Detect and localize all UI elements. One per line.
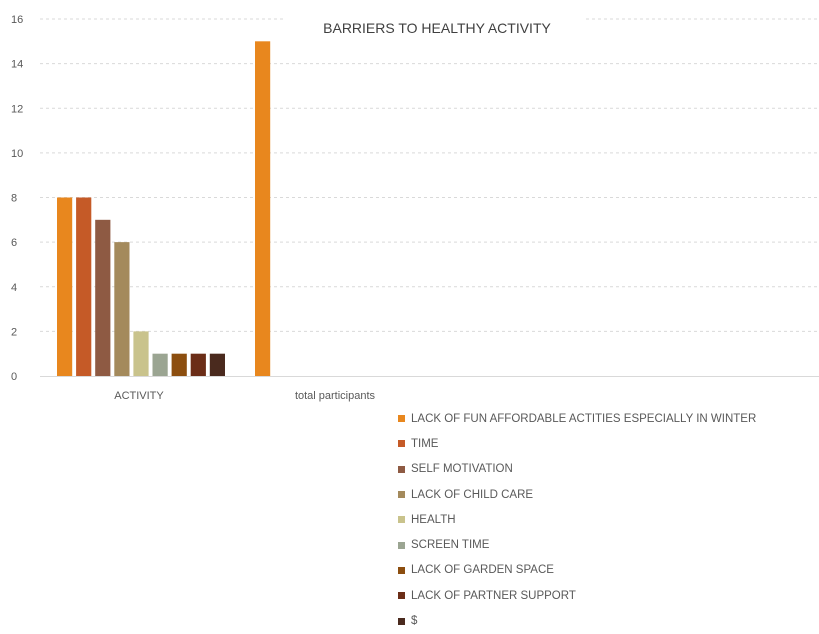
x-tick-label: ACTIVITY bbox=[114, 390, 164, 402]
legend-item: SCREEN TIME bbox=[398, 532, 756, 557]
bar bbox=[171, 353, 187, 376]
y-tick-label: 10 bbox=[11, 148, 23, 160]
bar bbox=[133, 331, 149, 376]
y-tick-label: 4 bbox=[11, 282, 17, 294]
bar bbox=[57, 197, 73, 376]
bar bbox=[255, 41, 271, 376]
legend-item: LACK OF PARTNER SUPPORT bbox=[398, 583, 756, 608]
legend-label: SCREEN TIME bbox=[411, 539, 490, 552]
legend-label: LACK OF PARTNER SUPPORT bbox=[411, 589, 576, 602]
bar bbox=[152, 353, 168, 376]
legend-label: HEALTH bbox=[411, 513, 456, 526]
legend-swatch bbox=[398, 465, 405, 473]
legend: LACK OF FUN AFFORDABLE ACTITIES ESPECIAL… bbox=[398, 406, 756, 634]
y-tick-label: 0 bbox=[11, 371, 17, 383]
legend-swatch bbox=[398, 491, 405, 499]
chart-title-background bbox=[286, 11, 586, 35]
legend-label: LACK OF CHILD CARE bbox=[411, 488, 534, 501]
legend-swatch bbox=[398, 440, 405, 448]
legend-swatch bbox=[398, 516, 405, 524]
bar bbox=[95, 219, 111, 376]
y-tick-label: 8 bbox=[11, 193, 17, 205]
y-tick-label: 2 bbox=[11, 326, 17, 338]
legend-item: LACK OF FUN AFFORDABLE ACTITIES ESPECIAL… bbox=[398, 406, 756, 431]
legend-item: $ bbox=[398, 608, 756, 633]
chart-title: BARRIERS TO HEALTHY ACTIVITY bbox=[323, 20, 551, 36]
legend-label: LACK OF GARDEN SPACE bbox=[411, 564, 554, 577]
legend-item: LACK OF CHILD CARE bbox=[398, 482, 756, 507]
legend-label: LACK OF FUN AFFORDABLE ACTITIES ESPECIAL… bbox=[411, 412, 757, 425]
bars bbox=[57, 41, 271, 376]
legend-swatch bbox=[398, 566, 405, 574]
y-tick-label: 14 bbox=[11, 59, 23, 71]
bar bbox=[114, 242, 130, 376]
legend-swatch bbox=[398, 592, 405, 600]
gridlines bbox=[40, 18, 819, 332]
legend-label: SELF MOTIVATION bbox=[411, 463, 513, 476]
legend-label: TIME bbox=[411, 437, 439, 450]
y-axis-ticks: 0 2 4 6 8 10 12 14 16 bbox=[11, 14, 23, 383]
legend-swatch bbox=[398, 415, 405, 423]
y-tick-label: 16 bbox=[11, 14, 23, 26]
legend-item: HEALTH bbox=[398, 507, 756, 532]
legend-item: LACK OF GARDEN SPACE bbox=[398, 558, 756, 583]
y-tick-label: 6 bbox=[11, 237, 17, 249]
y-tick-label: 12 bbox=[11, 103, 23, 115]
legend-swatch bbox=[398, 617, 405, 625]
legend-swatch bbox=[398, 541, 405, 549]
x-tick-label: total participants bbox=[295, 390, 376, 402]
bar bbox=[209, 353, 225, 376]
legend-item: SELF MOTIVATION bbox=[398, 457, 756, 482]
bar bbox=[190, 353, 206, 376]
legend-label: $ bbox=[411, 615, 418, 628]
x-axis: ACTIVITY total participants bbox=[40, 376, 819, 402]
bar bbox=[76, 197, 92, 376]
legend-item: TIME bbox=[398, 431, 756, 456]
